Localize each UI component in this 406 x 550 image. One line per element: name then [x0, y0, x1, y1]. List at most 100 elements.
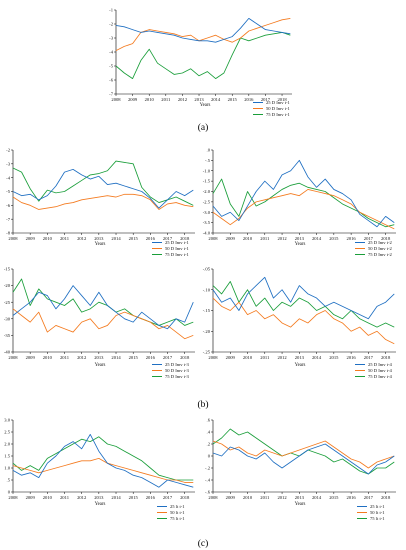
x-tick-label: 2008 [111, 97, 121, 102]
legend-entry: 25 D Imv t-4 [368, 362, 393, 367]
y-tick-label: 2.5 [4, 430, 10, 435]
x-axis-label: Years [295, 363, 306, 368]
legend-entry: 75 D Imv t-1 [165, 252, 190, 257]
legend-entry: 75 D Imv t-2 [368, 252, 393, 257]
y-tick-label: -.2 [205, 466, 211, 471]
legend-entry: 75 D Imv t-4 [368, 374, 393, 379]
x-tick-label: 2008 [8, 355, 18, 360]
x-tick-label: 2018 [180, 495, 190, 500]
legend-entry: 50 D Imv t-4 [368, 368, 393, 373]
series-line [12, 278, 194, 326]
series-line [212, 276, 395, 320]
x-axis-label: Years [295, 502, 306, 507]
y-tick-label: -7 [6, 217, 11, 222]
y-tick-label: -.25 [203, 350, 211, 355]
x-tick-label: 2011 [60, 236, 70, 241]
series-line [12, 160, 194, 206]
x-tick-label: 2018 [381, 495, 391, 500]
x-tick-label: 2011 [260, 236, 270, 241]
x-tick-label: 2013 [194, 97, 204, 102]
x-tick-label: 2015 [129, 495, 139, 500]
y-tick-label: 0 [8, 490, 11, 495]
x-tick-label: 2018 [180, 355, 190, 360]
x-tick-label: 2011 [60, 495, 70, 500]
x-tick-label: 2014 [111, 355, 121, 360]
y-tick-label: .2 [207, 442, 211, 447]
x-tick-label: 2016 [146, 495, 156, 500]
y-tick-label: -40 [4, 350, 11, 355]
x-tick-label: 2018 [180, 236, 190, 241]
legend-entry: 75 D Imv t-3 [165, 374, 190, 379]
x-tick-label: 2011 [260, 495, 270, 500]
legend-entry: 75 lt t-1 [170, 516, 185, 521]
x-tick-label: 2013 [295, 355, 305, 360]
y-tick-label: .0 [207, 148, 211, 153]
y-tick-label: 1.5 [4, 454, 10, 459]
legend-entry: 75 lt t-1 [370, 516, 385, 521]
y-tick-label: .4 [207, 430, 211, 435]
x-tick-label: 2018 [381, 236, 391, 241]
legend-entry: 50 D Imv t-3 [165, 368, 190, 373]
legend-entry: 50 D Imv t-2 [368, 246, 393, 251]
series-line [12, 168, 194, 209]
x-tick-label: 2010 [43, 236, 53, 241]
x-tick-label: 2015 [329, 236, 339, 241]
x-axis-label: Years [295, 242, 306, 247]
x-tick-label: 2013 [94, 355, 104, 360]
y-tick-label: -4 [6, 175, 11, 180]
x-tick-label: 2017 [163, 495, 173, 500]
x-tick-label: 2014 [312, 355, 322, 360]
y-tick-label: -6 [109, 78, 114, 83]
y-tick-label: -.10 [203, 287, 211, 292]
y-tick-label: -7 [109, 92, 114, 97]
series-line [212, 297, 395, 345]
legend-entry: 25 lt t-1 [170, 504, 185, 509]
x-tick-label: 2015 [129, 355, 139, 360]
y-tick-label: -2.0 [203, 189, 211, 194]
y-tick-label: 0 [208, 454, 211, 459]
y-tick-label: -5 [109, 64, 114, 69]
x-tick-label: 2012 [77, 236, 87, 241]
x-tick-label: 2011 [161, 97, 171, 102]
x-tick-label: 2016 [347, 495, 357, 500]
y-tick-label: -4 [109, 50, 114, 55]
legend-entry: 25 D Imv t-3 [165, 362, 190, 367]
series-line [12, 285, 194, 330]
x-tick-label: 2017 [261, 97, 271, 102]
panel-label: (a) [198, 122, 209, 133]
x-tick-label: 2014 [312, 236, 322, 241]
y-tick-label: -3 [109, 36, 114, 41]
x-tick-label: 2014 [211, 97, 221, 102]
y-tick-label: -5 [6, 189, 11, 194]
y-tick-label: -1 [109, 8, 114, 13]
x-tick-label: 2008 [8, 236, 18, 241]
y-tick-label: -25 [4, 300, 11, 305]
y-tick-label: -15 [4, 267, 11, 272]
series-line [212, 440, 395, 469]
x-tick-label: 2012 [277, 236, 287, 241]
x-tick-label: 2015 [228, 97, 238, 102]
x-tick-label: 2013 [295, 495, 305, 500]
legend-entry: 25 D Imv t-1 [165, 240, 190, 245]
y-tick-label: 3.0 [4, 418, 10, 423]
x-tick-label: 2018 [381, 355, 391, 360]
x-tick-label: 2009 [26, 236, 36, 241]
y-tick-label: -.5 [205, 158, 211, 163]
series-line [212, 189, 395, 230]
x-tick-label: 2016 [146, 236, 156, 241]
series-line [212, 281, 395, 328]
y-tick-label: -3.0 [203, 210, 211, 215]
x-tick-label: 2009 [128, 97, 138, 102]
y-tick-label: -.05 [203, 267, 211, 272]
x-tick-label: 2012 [277, 495, 287, 500]
y-tick-label: 1.0 [4, 466, 10, 471]
x-tick-label: 2010 [43, 495, 53, 500]
legend-entry: 25 D Imv t-2 [368, 240, 393, 245]
x-tick-label: 2008 [208, 236, 218, 241]
